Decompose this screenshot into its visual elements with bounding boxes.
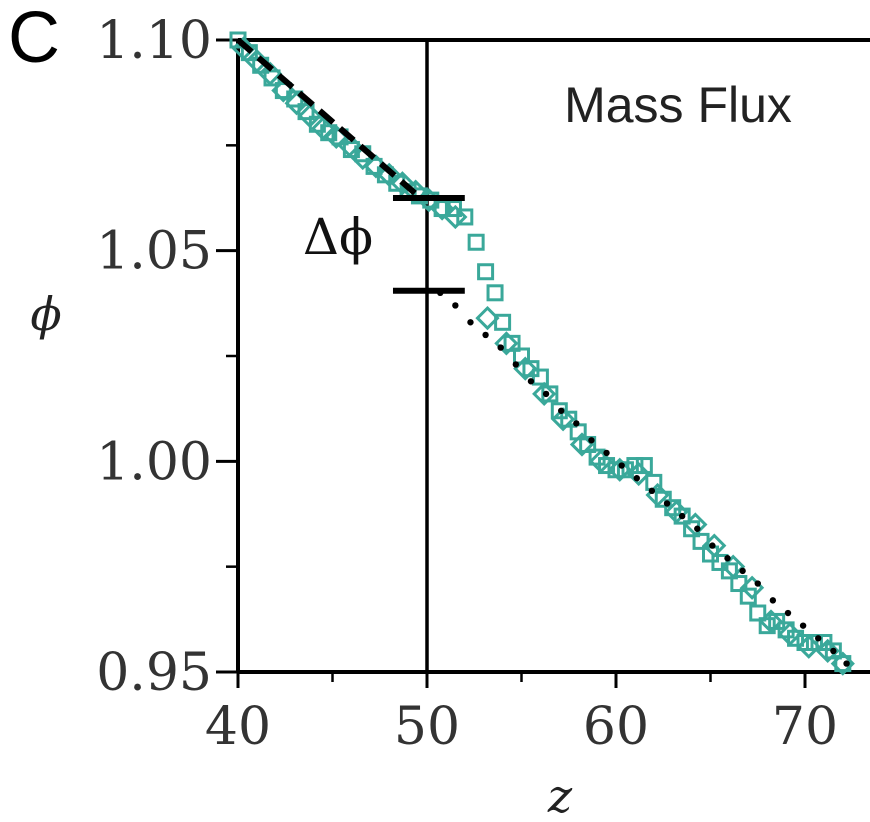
diamond-marker — [721, 554, 746, 579]
square-marker — [531, 368, 549, 386]
diamond-marker — [664, 499, 689, 525]
square-marker — [758, 617, 776, 635]
dotted-fit-point — [784, 609, 792, 617]
diamond-marker — [626, 461, 651, 487]
square-marker — [433, 200, 451, 218]
dotted-fit-point — [603, 449, 610, 457]
dotted-fit-point — [512, 361, 520, 368]
square-marker — [720, 562, 738, 580]
diamond-marker — [777, 621, 803, 647]
square-marker — [486, 284, 504, 302]
diamond-marker — [702, 533, 727, 558]
square-marker — [494, 313, 512, 331]
y-tick-label: 1.10 — [96, 11, 212, 71]
x-tick-label: 70 — [772, 697, 838, 757]
dotted-fit-point — [497, 344, 504, 351]
diamond-marker — [815, 638, 840, 664]
diamond-marker — [244, 48, 270, 74]
dotted-fit-point — [830, 647, 837, 655]
diamond-marker — [758, 609, 784, 634]
x-tick-label: 40 — [205, 697, 271, 757]
diamond-marker — [588, 449, 614, 474]
dotted-fit-point — [843, 660, 850, 667]
diamond-marker — [310, 116, 336, 141]
mass-flux-annotation: Mass Flux — [564, 77, 792, 133]
diamond-marker — [337, 133, 362, 158]
dotted-fit-point — [618, 462, 625, 469]
axes-layer: 40 50 60 70 0.95 1.00 1.05 1.10 — [96, 11, 870, 757]
diamond-marker — [390, 171, 415, 196]
dotted-fit-point — [694, 525, 701, 532]
diamond-marker — [429, 196, 455, 221]
diamond-marker — [830, 651, 855, 676]
y-tick-label: 1.05 — [96, 222, 212, 282]
dotted-fit-point — [709, 542, 716, 549]
data-layer — [229, 31, 855, 676]
diamond-marker — [231, 36, 256, 61]
diamond-marker — [683, 512, 708, 537]
square-marker — [503, 334, 521, 352]
x-tick-label: 60 — [583, 697, 649, 757]
diamond-marker — [377, 162, 402, 187]
square-marker — [467, 233, 485, 251]
diamond-marker — [550, 407, 576, 432]
dotted-fit-point — [588, 437, 595, 444]
square-marker — [456, 208, 474, 226]
diamond-marker — [443, 204, 468, 230]
x-tick-label: 50 — [394, 697, 460, 757]
x-axis-label: z — [547, 769, 573, 822]
diamond-marker — [297, 103, 322, 128]
delta-phi-label: Δϕ — [303, 208, 373, 266]
diamond-marker — [796, 634, 821, 659]
dotted-fit-point — [633, 474, 640, 482]
dotted-fit-point — [724, 555, 731, 562]
dotted-fit-point — [467, 319, 474, 326]
dotted-fit-point — [573, 420, 580, 427]
square-marker — [749, 604, 767, 622]
panel-label: C — [8, 0, 60, 78]
dotted-fit-point — [663, 500, 671, 507]
dotted-fit-point — [799, 622, 807, 629]
square-marker — [796, 634, 814, 652]
square-marker — [477, 263, 495, 281]
diamond-marker — [532, 381, 557, 407]
dotted-fit-point — [769, 597, 777, 604]
dotted-fit-point — [527, 378, 535, 385]
dotted-fit-point — [648, 487, 656, 495]
diamond-marker — [607, 457, 632, 482]
square-marker — [579, 435, 597, 453]
diamond-marker — [494, 331, 519, 356]
dotted-fit-point — [754, 580, 761, 587]
square-marker — [541, 385, 559, 403]
y-tick-label: 0.95 — [96, 643, 212, 703]
square-marker — [560, 410, 578, 428]
dotted-fit-point — [452, 302, 459, 309]
dashed-fit-line — [236, 37, 418, 197]
dotted-fit-point — [542, 390, 550, 398]
dotted-fit-point — [678, 512, 686, 520]
square-marker — [834, 655, 852, 673]
dotted-fit-point — [815, 635, 822, 642]
y-axis-label: ϕ — [30, 287, 61, 341]
dotted-fit-point — [557, 407, 565, 414]
dotted-fit-point — [739, 567, 746, 575]
dotted-fit-point — [482, 331, 489, 339]
y-tick-label: 1.00 — [96, 432, 212, 492]
diamond-marker — [475, 305, 500, 331]
diamond-marker — [258, 61, 283, 86]
square-marker — [824, 642, 842, 660]
